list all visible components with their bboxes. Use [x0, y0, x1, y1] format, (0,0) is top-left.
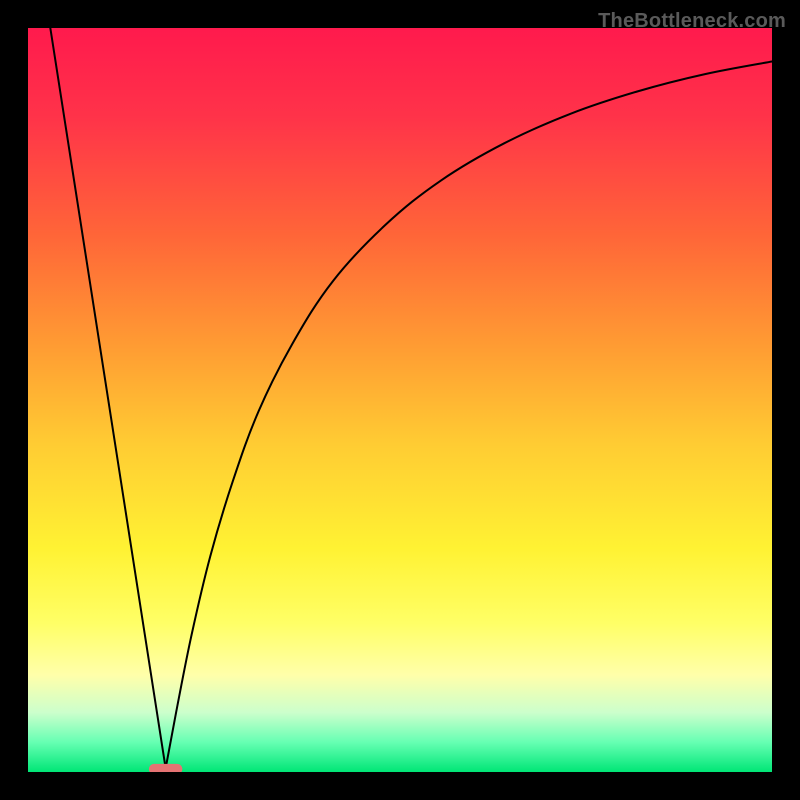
minimum-marker: [149, 764, 182, 772]
plot-area: [28, 28, 772, 772]
chart-container: TheBottleneck.com: [0, 0, 800, 800]
chart-svg: [28, 28, 772, 772]
gradient-background: [28, 28, 772, 772]
watermark-text: TheBottleneck.com: [598, 10, 786, 33]
